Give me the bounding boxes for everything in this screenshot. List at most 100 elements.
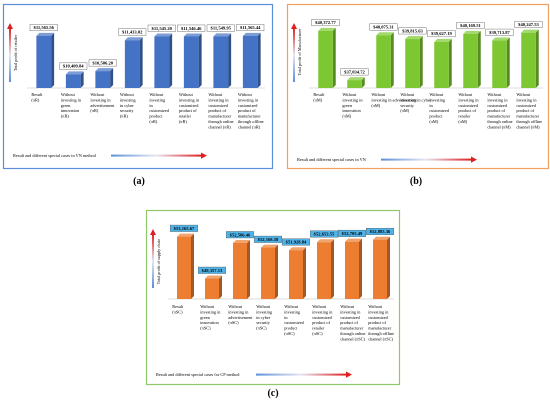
- tick-label: product: [149, 114, 163, 119]
- tick-label: investing in: [61, 97, 82, 102]
- tick-label: product: [429, 114, 443, 119]
- bar-top: [376, 32, 394, 36]
- tick-label: advertisement: [228, 315, 253, 320]
- data-label: $40,247.53: [518, 22, 539, 27]
- tick-label: Without: [487, 92, 502, 97]
- chart-b-svg: Total profit of Manufacturer $40,372.77 Re…: [286, 3, 550, 170]
- bar: [213, 36, 229, 88]
- bar-side: [51, 32, 55, 88]
- y-axis-label: Total profit of retailer: [13, 34, 18, 71]
- tick-label: Without: [284, 304, 299, 309]
- x-axis-caption: Result and different special cases in VN: [297, 157, 366, 162]
- y-axis-arrowhead: [150, 229, 156, 235]
- data-label: $51,928.84: [286, 240, 307, 245]
- tick-label: product of: [238, 108, 256, 113]
- data-label-box: [514, 20, 543, 28]
- tick-label: (πSC): [228, 320, 239, 325]
- bar-top: [205, 275, 222, 279]
- panel-c: Total profit of supply chain $53,165.67 Re…: [145, 209, 401, 386]
- bar-top: [261, 244, 278, 248]
- bar-top: [492, 37, 510, 41]
- tick-label: retailer: [312, 326, 325, 331]
- tick-label: (πSC): [256, 326, 267, 331]
- tick-label: customized: [368, 315, 388, 320]
- data-label-box: [118, 28, 147, 36]
- data-label-box: [282, 238, 310, 246]
- bar-side: [448, 38, 452, 88]
- bar: [463, 33, 478, 88]
- data-label: $39,713.87: [489, 30, 510, 35]
- bar: [405, 39, 420, 88]
- tick-label: (πR): [31, 97, 39, 102]
- bar: [233, 242, 247, 299]
- bar: [95, 71, 111, 88]
- bar-side: [257, 32, 261, 88]
- tick-label: (πR): [149, 119, 157, 124]
- y-axis-arrow: [293, 28, 295, 82]
- x-axis-arrow: [256, 373, 346, 376]
- tick-label: investing: [256, 309, 273, 314]
- bar-top: [154, 33, 173, 37]
- tick-label: green: [61, 103, 71, 108]
- tick-label: investing in: [179, 97, 200, 102]
- tick-label: retailer: [179, 114, 192, 119]
- y-axis-arrowhead: [291, 23, 297, 29]
- tick-label: retailer: [458, 114, 471, 119]
- data-label-box: [198, 266, 226, 274]
- tick-label: Without: [90, 92, 105, 97]
- tick-label: investing: [120, 97, 137, 102]
- bar-side: [419, 36, 423, 88]
- tick-label: product of: [208, 108, 226, 113]
- panel-label-a: (a): [133, 176, 145, 187]
- x-axis-arrow: [111, 154, 201, 157]
- tick-label: in cyber: [256, 315, 271, 320]
- x-axis-arrowhead: [471, 156, 477, 163]
- tick-label: investing in: [90, 97, 111, 102]
- bar-top: [233, 239, 250, 243]
- tick-label: Without: [368, 304, 383, 309]
- data-label-box: [340, 68, 369, 76]
- data-label-box: [398, 27, 427, 35]
- tick-label: innovation: [342, 108, 361, 113]
- data-label-box: [226, 231, 254, 239]
- bar-side: [169, 33, 173, 88]
- data-label: $40,169.51: [460, 23, 481, 28]
- tick-label: channel (πSC): [368, 336, 393, 341]
- bar-top: [124, 37, 143, 41]
- data-label-box: [366, 227, 394, 235]
- bar-side: [219, 275, 222, 299]
- tick-label: customized: [312, 315, 332, 320]
- bar-top: [183, 33, 202, 37]
- tick-label: Without: [200, 304, 215, 309]
- tick-label: product of: [516, 108, 534, 113]
- bar: [376, 35, 391, 88]
- bar: [492, 40, 507, 88]
- data-label-box: [177, 24, 206, 32]
- data-label: $39,815.63: [402, 28, 423, 33]
- tick-label: Result: [172, 304, 184, 309]
- bar: [434, 41, 449, 88]
- tick-label: (πM): [313, 97, 322, 102]
- data-label: $40,372.77: [315, 20, 336, 25]
- bar: [289, 250, 303, 299]
- tick-label: in cyber: [120, 103, 135, 108]
- tick-label: Without: [208, 92, 223, 97]
- data-label: $52,653.55: [314, 232, 335, 237]
- tick-label: channel (πSC): [340, 336, 365, 341]
- tick-label: Without: [228, 304, 243, 309]
- tick-label: Without: [429, 92, 444, 97]
- tick-label: channel (πM): [487, 124, 511, 129]
- bar-side: [303, 247, 306, 299]
- tick-label: in: [429, 103, 433, 108]
- tick-label: customized: [208, 103, 228, 108]
- bar-top: [177, 233, 194, 237]
- bar-side: [139, 37, 143, 88]
- panel-b: Total profit of Manufacturer $40,372.77 Re…: [286, 3, 550, 170]
- tick-label: Without: [342, 92, 357, 97]
- tick-label: investing in: [342, 97, 363, 102]
- tick-label: security: [120, 108, 134, 113]
- data-label-box: [147, 24, 176, 32]
- tick-label: Without: [149, 92, 164, 97]
- tick-label: customized: [340, 315, 360, 320]
- bar-top: [463, 30, 481, 34]
